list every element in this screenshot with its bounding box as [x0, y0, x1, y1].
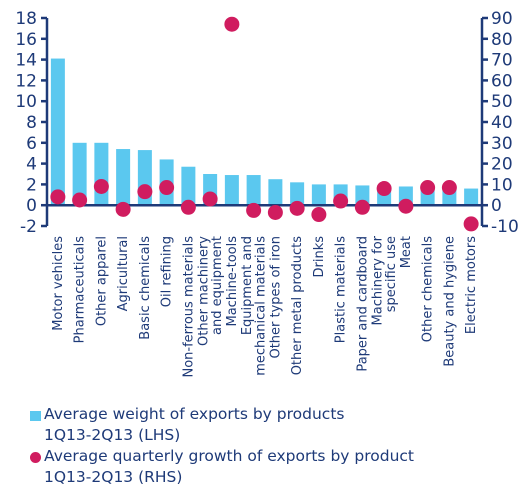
category-label: Other metal products — [290, 236, 305, 376]
right-tick-label: 70 — [491, 51, 513, 71]
data-point — [398, 198, 414, 214]
bar — [290, 182, 305, 206]
data-point — [93, 178, 109, 194]
data-point — [420, 180, 436, 196]
left-tick-label: 10 — [15, 92, 37, 112]
right-tick-label: 20 — [491, 155, 513, 175]
right-tick-label: -10 — [491, 217, 519, 237]
data-point — [333, 193, 349, 209]
legend-dot-swatch — [30, 452, 41, 463]
left-tick-label: 8 — [26, 113, 37, 133]
category-label: Motor vehicles — [51, 236, 66, 331]
data-point — [376, 181, 392, 197]
left-tick-label: -2 — [20, 217, 37, 237]
bar — [50, 58, 65, 206]
left-tick-label: 2 — [26, 175, 37, 195]
left-tick-label: 4 — [26, 155, 37, 175]
data-point — [267, 204, 283, 220]
category-label: Equipment andmechanical materials — [240, 236, 269, 376]
category-label: Agricultural — [116, 236, 131, 311]
data-point — [441, 180, 457, 196]
category-label: Machine-tools — [225, 236, 240, 327]
category-label: Other apparel — [94, 236, 109, 326]
category-label: Basic chemicals — [138, 236, 153, 340]
legend-bar-swatch — [30, 411, 41, 421]
legend-item-bars: Average weight of exports by products 1Q… — [30, 404, 520, 446]
bar — [181, 166, 196, 206]
bar — [224, 175, 239, 206]
bar — [72, 142, 87, 206]
data-point — [246, 202, 262, 218]
point-series — [50, 16, 479, 232]
right-tick-label: 40 — [491, 113, 513, 133]
category-label: Other types of iron — [268, 236, 283, 359]
category-label: Non-ferrous materials — [181, 236, 196, 378]
left-tick-label: 18 — [15, 9, 37, 29]
category-label: Electric motors — [464, 236, 479, 334]
category-label: Meat — [399, 236, 414, 268]
bar — [268, 179, 283, 206]
category-label: Beauty and hygiene — [442, 236, 457, 367]
data-point — [311, 207, 327, 223]
data-point — [159, 180, 175, 196]
category-label: Other chemicals — [421, 236, 436, 342]
category-label: Plastic materials — [334, 236, 349, 343]
legend-item-dots: Average quarterly growth of exports by p… — [30, 446, 520, 488]
data-point — [289, 200, 305, 216]
bar — [246, 175, 261, 206]
legend: Average weight of exports by products 1Q… — [30, 404, 520, 488]
left-tick-label: 12 — [15, 71, 37, 91]
right-tick-label: 0 — [491, 196, 502, 216]
legend-dot-label: Average quarterly growth of exports by p… — [44, 447, 414, 486]
category-label: Drinks — [312, 236, 327, 278]
data-point — [137, 184, 153, 200]
right-tick-label: 90 — [491, 9, 513, 29]
right-tick-label: 10 — [491, 175, 513, 195]
category-label: Pharmaceuticals — [73, 236, 88, 344]
data-point — [224, 16, 240, 32]
bar — [355, 185, 370, 206]
data-point — [463, 216, 479, 232]
category-label: Oil refining — [160, 236, 175, 307]
category-label: Machinery forspecific use — [370, 235, 399, 325]
right-tick-label: 50 — [491, 92, 513, 112]
bar — [116, 149, 131, 206]
bar — [464, 188, 479, 206]
data-point — [202, 191, 218, 207]
right-tick-label: 30 — [491, 134, 513, 154]
bar — [94, 142, 109, 206]
category-label: Paper and cardboard — [355, 236, 370, 372]
left-tick-label: 0 — [26, 196, 37, 216]
data-point — [354, 199, 370, 215]
category-labels: Motor vehicles Pharmaceuticals Other appar… — [51, 235, 479, 377]
bar — [311, 184, 326, 206]
data-point — [115, 201, 131, 217]
legend-bar-label: Average weight of exports by products 1Q… — [44, 405, 345, 444]
data-point — [50, 189, 66, 205]
right-tick-label: 60 — [491, 71, 513, 91]
data-point — [72, 192, 88, 208]
left-tick-label: 16 — [15, 30, 37, 50]
data-point — [180, 199, 196, 215]
left-tick-label: 14 — [15, 51, 37, 71]
bar-series — [50, 58, 479, 206]
right-tick-label: 80 — [491, 30, 513, 50]
category-label: Other machineryand equipment — [196, 236, 225, 346]
left-tick-label: 6 — [26, 134, 37, 154]
